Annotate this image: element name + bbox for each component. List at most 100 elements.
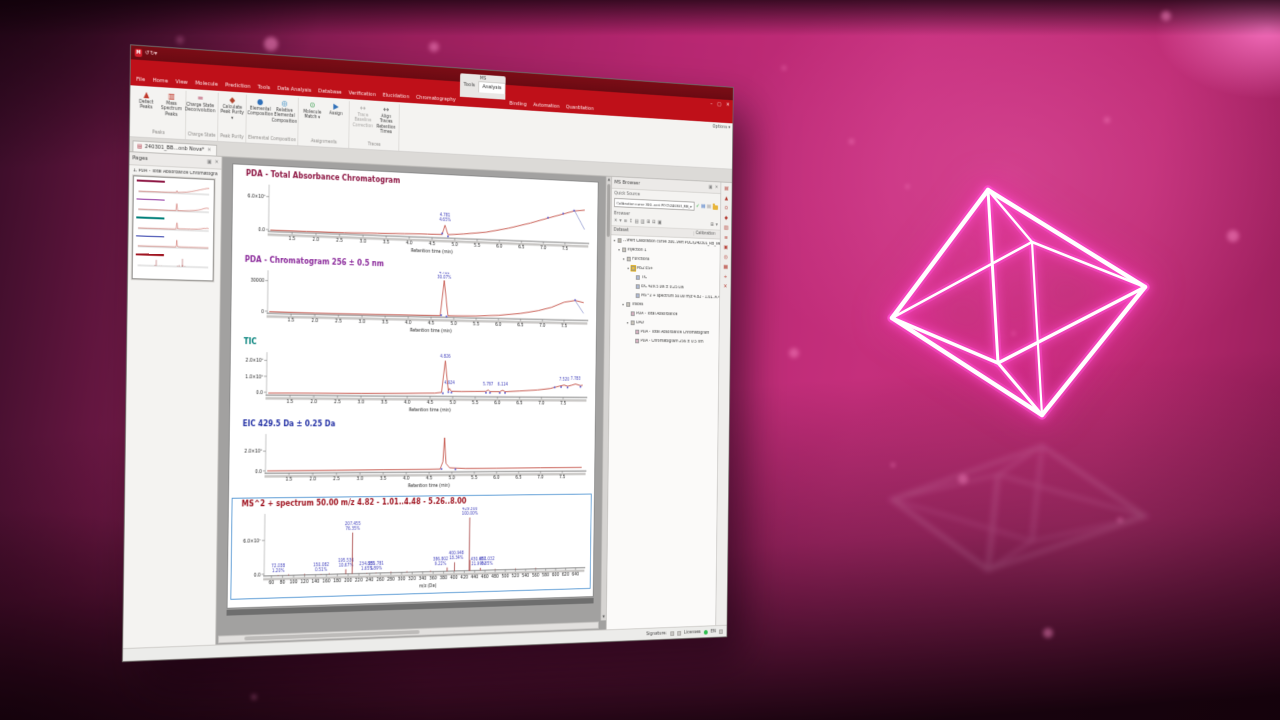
chart-plot[interactable]: 1.5 2.0 2.5 3.0 3.5 4.0 4.5 5.0 5.5 6.0 6.5 7.0 7.5 R…	[238, 179, 593, 260]
browser-tool-icon[interactable]: ✕	[613, 217, 618, 224]
signature-icon[interactable]	[669, 630, 674, 636]
svg-text:Retention time (min): Retention time (min)	[410, 328, 452, 335]
signature-icon2[interactable]	[676, 630, 681, 636]
apply-check-icon[interactable]: ✓	[695, 202, 700, 210]
page-thumbnail[interactable]	[131, 175, 215, 282]
bokeh-dot	[264, 37, 278, 51]
svg-text:540: 540	[522, 573, 530, 579]
quick-access-icon[interactable]: ▾	[154, 49, 158, 58]
chart-5[interactable]: MS^2 + spectrum 50.00 m/z 4.82 - 1.01..4…	[230, 493, 592, 600]
maximize-icon[interactable]: ▢	[717, 100, 722, 108]
browser-view-icon[interactable]: ⊞	[710, 222, 714, 228]
chart-4[interactable]: EIC 429.5 Da ± 0.25 Da 1.5 2.0 2.5 3.0 3.5 4.0…	[234, 419, 590, 493]
dock-tool-icon[interactable]: ▤	[724, 185, 729, 192]
ribbon-group-peaks: ▲ Detect Peaks ▥ Mass Spectrum Peaks Peaks	[131, 87, 187, 140]
svg-text:7.0: 7.0	[539, 323, 545, 329]
charge-state-deconvolution-button[interactable]: ≡ Charge State Deconvolution	[185, 91, 216, 133]
dock-tool-icon[interactable]: ▦	[723, 263, 728, 271]
browser-tool-icon[interactable]: ≡	[623, 218, 628, 225]
ribbon-button-label: Relative Elemental Composition	[271, 108, 298, 125]
dock-tool-icon[interactable]: ▣	[723, 244, 728, 251]
minimize-icon[interactable]: –	[710, 100, 713, 107]
svg-text:7.5: 7.5	[561, 324, 567, 330]
ribbon-group-elemental-composition: ● Elemental Composition ◎ Relative Elementa…	[246, 94, 300, 146]
locale-indicator[interactable]: EN	[710, 628, 717, 635]
svg-text:180: 180	[333, 578, 341, 584]
mass-spectrum-peaks-icon: ▥	[168, 91, 176, 101]
svg-text:200: 200	[344, 578, 352, 584]
ribbon-button-label: Detect Peaks	[139, 99, 154, 111]
browser-tool-icon[interactable]: ⊞	[646, 219, 651, 225]
svg-text:3.0: 3.0	[358, 400, 365, 406]
dock-tool-icon[interactable]: ✕	[723, 283, 728, 290]
align-traces-retention-times-button[interactable]: ↔ Align Traces Retention Times	[375, 103, 398, 143]
molecule-match--button[interactable]: ⊙ Molecule Match ▾	[300, 98, 323, 139]
browser-view-icon[interactable]: ▾	[715, 222, 718, 228]
chart-1[interactable]: PDA - Total Absorbance Chromatogram 1.5 2.…	[238, 169, 593, 262]
thumbnail-mini-chart	[135, 253, 211, 270]
dock-tool-icon[interactable]: ◎	[723, 253, 728, 261]
dock-tool-icon[interactable]: +	[723, 273, 728, 280]
chart-plot[interactable]: 1.5 2.0 2.5 3.0 3.5 4.0 4.5 5.0 5.5 6.0 6.5 7.0 7.5 R…	[237, 265, 592, 337]
mass-spectrum-peaks-button[interactable]: ▥ Mass Spectrum Peaks	[159, 89, 184, 131]
assign-button[interactable]: ▶ Assign	[324, 99, 347, 140]
pin-icon[interactable]: ▣	[206, 159, 212, 166]
vertical-scroll-thumb[interactable]	[606, 183, 611, 237]
browser-tool-icon[interactable]: ▣	[657, 219, 662, 226]
scroll-down-icon[interactable]: ▼	[602, 613, 605, 619]
svg-text:320: 320	[408, 576, 416, 582]
dataset-column-header[interactable]: Dataset	[611, 227, 695, 236]
chart-plot[interactable]: 1.5 2.0 2.5 3.0 3.5 4.0 4.5 5.0 5.5 6.0 6.5 7.0 7.5 R…	[234, 430, 590, 491]
ribbon-group-label: Elemental Composition	[248, 135, 296, 144]
close-icon[interactable]: ✕	[725, 101, 730, 108]
svg-text:6.0: 6.0	[496, 244, 502, 250]
ribbon-tab-tools[interactable]: Tools	[463, 81, 475, 89]
svg-text:Retention time (min): Retention time (min)	[408, 483, 450, 489]
dock-tool-icon[interactable]: ▥	[723, 224, 729, 231]
calculate-peak-purity--icon: ◆	[229, 95, 236, 105]
svg-text:600: 600	[552, 572, 559, 578]
browser-tool-icon[interactable]: ▥	[640, 219, 645, 225]
dock-tool-icon[interactable]: ⊙	[724, 204, 729, 212]
svg-text:120: 120	[300, 579, 308, 585]
tree-node-icon	[622, 247, 627, 252]
svg-text:195.53610.67%: 195.53610.67%	[338, 557, 354, 568]
open-folder-icon[interactable]	[712, 204, 719, 210]
browser-tool-icon[interactable]: ⊟	[652, 219, 656, 226]
svg-text:6.5: 6.5	[517, 323, 523, 329]
pin-icon[interactable]: ▣	[708, 184, 713, 191]
svg-text:7.5: 7.5	[559, 475, 565, 481]
scroll-up-icon[interactable]: ▲	[607, 176, 611, 182]
options-button[interactable]: Options ▾	[712, 123, 731, 131]
chart-plot[interactable]: 1.5 2.0 2.5 3.0 3.5 4.0 4.5 5.0 5.5 6.0 6.5 7.0 7.5 R…	[236, 348, 591, 414]
tree-item[interactable]: PDA - Chromatogram 256 ± 0.5 nm	[610, 336, 719, 347]
calculate-peak-purity--button[interactable]: ◆ Calculate Peak Purity ▾	[220, 93, 244, 135]
dock-tool-icon[interactable]: ≡	[723, 234, 728, 241]
calibration-column-header[interactable]: Calibration	[695, 231, 716, 237]
tray-icon[interactable]	[718, 628, 723, 634]
chart-3[interactable]: TIC 1.5 2.0 2.5 3.0 3.5 4.0 4.5 5.0 5.5 6.0 6.5 7.0 7…	[235, 337, 591, 416]
browser-tool-icon[interactable]: ↕	[629, 218, 633, 225]
detect-peaks-button[interactable]: ▲ Detect Peaks	[134, 87, 159, 129]
browser-tool-icon[interactable]: ▾	[619, 218, 622, 224]
relative-elemental-composition-button[interactable]: ◎ Relative Elemental Composition	[271, 96, 298, 137]
paste-icon[interactable]: ▤	[701, 202, 706, 210]
elemental-composition-button[interactable]: ● Elemental Composition	[247, 95, 273, 136]
chart-plot[interactable]: 60 80 100 120 140 160 180 200 220 240 260 280 300 320…	[233, 506, 589, 595]
chart-2[interactable]: PDA - Chromatogram 256 ± 0.5 nm 1.5 2.0 2.5…	[237, 255, 592, 339]
svg-text:0.0: 0.0	[254, 572, 261, 578]
browser-tool-icon[interactable]: ▤	[634, 218, 639, 225]
tree-node-label: PDA - Total Absorbance	[636, 311, 678, 317]
close-icon[interactable]: ✕	[714, 184, 719, 191]
copy-icon[interactable]: ▤	[706, 203, 712, 210]
svg-text:m/z (Da): m/z (Da)	[419, 584, 437, 590]
dock-tool-icon[interactable]: ▲	[724, 195, 729, 202]
svg-text:380: 380	[440, 575, 448, 581]
ribbon-tab-analysis[interactable]: Analysis	[478, 81, 506, 95]
close-icon[interactable]: ✕	[214, 159, 219, 166]
document-close-icon[interactable]: ✕	[207, 147, 212, 154]
ribbon-group-peak-purity: ◆ Calculate Peak Purity ▾ Peak Purity	[218, 92, 247, 143]
detect-peaks-icon: ▲	[143, 90, 150, 100]
dock-tool-icon[interactable]: ◆	[724, 214, 728, 222]
